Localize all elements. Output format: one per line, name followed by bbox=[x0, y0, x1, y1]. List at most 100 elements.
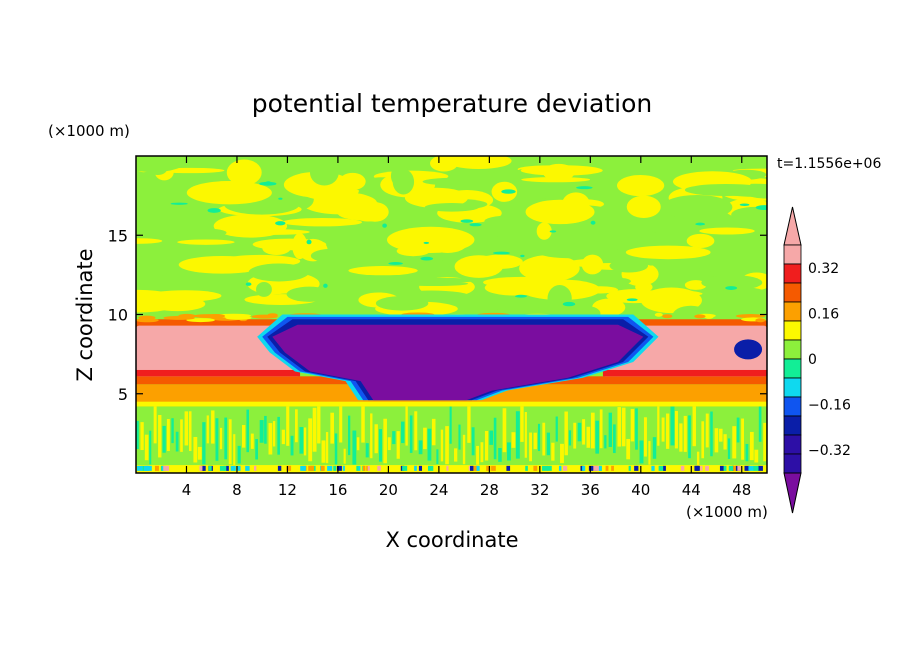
surface-speck bbox=[486, 465, 491, 471]
mixed-layer-striation bbox=[741, 418, 744, 460]
mixed-layer-striation bbox=[551, 442, 555, 461]
upper-streak bbox=[739, 203, 750, 207]
upper-blob bbox=[248, 263, 309, 282]
mixed-layer-striation bbox=[445, 426, 449, 465]
x-axis-label: X coordinate bbox=[385, 528, 518, 552]
mixed-layer-striation bbox=[555, 416, 558, 442]
colorbar-box bbox=[783, 377, 802, 398]
mixed-layer-striation bbox=[312, 407, 317, 452]
mixed-layer-striation bbox=[175, 431, 179, 452]
upper-blob bbox=[262, 241, 291, 255]
surface-speck bbox=[470, 465, 474, 471]
mixed-layer-striation bbox=[361, 406, 365, 443]
colorbar-box bbox=[783, 339, 802, 360]
upper-blob bbox=[286, 286, 333, 302]
y-axis-label: Z coordinate bbox=[73, 248, 97, 381]
surface-speck bbox=[563, 465, 568, 471]
surface-speck bbox=[199, 465, 203, 471]
upper-blob bbox=[714, 287, 767, 308]
upper-streak bbox=[323, 283, 328, 288]
upper-blob bbox=[701, 274, 763, 291]
upper-blob bbox=[226, 159, 262, 186]
surface-speck bbox=[605, 465, 609, 471]
mixed-layer-striation bbox=[193, 436, 198, 463]
mixed-layer-striation bbox=[573, 422, 577, 449]
mixed-layer-striation bbox=[339, 406, 343, 443]
mixed-layer-striation bbox=[489, 430, 494, 445]
surface-speck bbox=[219, 465, 226, 471]
surface-speck bbox=[308, 465, 315, 471]
surface-speck bbox=[141, 465, 145, 471]
mixed-layer-striation bbox=[299, 427, 304, 454]
surface-speck bbox=[230, 465, 236, 471]
upper-streak bbox=[388, 262, 403, 265]
colorbar-box bbox=[783, 263, 802, 284]
x-tick-label: 16 bbox=[328, 481, 347, 499]
mixed-layer-striation bbox=[617, 407, 622, 447]
mixed-layer-striation bbox=[149, 430, 152, 465]
surface-speck bbox=[223, 465, 229, 471]
mixed-layer-striation bbox=[286, 406, 290, 446]
surface-speck bbox=[506, 465, 511, 471]
mixed-layer-striation bbox=[626, 438, 631, 460]
mixed-layer-striation bbox=[476, 445, 480, 465]
mixed-layer-striation bbox=[237, 445, 241, 464]
mixed-layer-striation bbox=[383, 418, 387, 464]
mixed-layer-striation bbox=[467, 406, 471, 443]
mixed-layer-striation bbox=[511, 432, 516, 448]
mixed-layer-striation bbox=[242, 425, 246, 448]
surface-speck bbox=[700, 465, 703, 471]
upper-blob bbox=[386, 226, 475, 253]
upper-blob bbox=[309, 159, 339, 186]
mixed-layer-striation bbox=[736, 417, 740, 443]
mixed-layer-striation bbox=[431, 418, 436, 446]
mixed-layer-striation bbox=[613, 424, 616, 454]
upper-blob bbox=[136, 238, 163, 244]
y-tick-label: 15 bbox=[108, 226, 128, 245]
upper-blob bbox=[542, 163, 575, 182]
lime-layer bbox=[136, 401, 767, 407]
mixed-layer-striation bbox=[246, 409, 249, 453]
mixed-layer-striation bbox=[370, 413, 373, 459]
mixed-layer-striation bbox=[679, 423, 683, 452]
time-label: t=1.1556e+06 bbox=[777, 156, 881, 172]
upper-blob bbox=[375, 296, 429, 311]
mixed-layer-striation bbox=[189, 411, 192, 452]
upper-blob bbox=[516, 229, 598, 246]
surface-speck bbox=[367, 465, 370, 471]
mixed-layer-striation bbox=[405, 406, 408, 446]
upper-blob bbox=[616, 174, 665, 197]
mixed-layer-striation bbox=[162, 425, 166, 453]
x-tick-label: 32 bbox=[530, 481, 549, 499]
upper-blob bbox=[686, 267, 703, 281]
upper-streak bbox=[275, 221, 286, 226]
inversion-blob bbox=[207, 314, 226, 319]
surface-speck bbox=[663, 465, 666, 471]
surface-speck bbox=[719, 465, 724, 471]
x-tick-label: 36 bbox=[581, 481, 600, 499]
upper-blob bbox=[148, 164, 167, 175]
surface-speck bbox=[737, 465, 741, 471]
plot-field bbox=[136, 156, 767, 473]
mixed-layer-striation bbox=[493, 417, 497, 460]
mixed-layer-striation bbox=[732, 426, 737, 459]
surface-speck bbox=[208, 465, 212, 471]
mixed-layer-striation bbox=[635, 408, 638, 450]
mixed-layer-striation bbox=[219, 427, 223, 450]
upper-blob bbox=[606, 277, 631, 285]
upper-blob bbox=[483, 276, 561, 288]
surface-speck bbox=[418, 465, 423, 471]
y-unit-label: (×1000 m) bbox=[48, 122, 130, 140]
upper-streak bbox=[501, 189, 516, 194]
upper-blob bbox=[136, 254, 171, 278]
mixed-layer-striation bbox=[723, 434, 727, 450]
upper-streak bbox=[306, 239, 312, 245]
inversion-blob bbox=[136, 318, 159, 323]
surface-speck bbox=[468, 465, 471, 471]
upper-blob bbox=[731, 206, 767, 223]
x-tick-label: 44 bbox=[682, 481, 701, 499]
surface-speck bbox=[733, 465, 736, 471]
colorbar: −0.32 −0.16 0 0.16 0.32 bbox=[783, 206, 851, 514]
mixed-layer-striation bbox=[533, 432, 537, 450]
surface-speck bbox=[342, 465, 345, 471]
